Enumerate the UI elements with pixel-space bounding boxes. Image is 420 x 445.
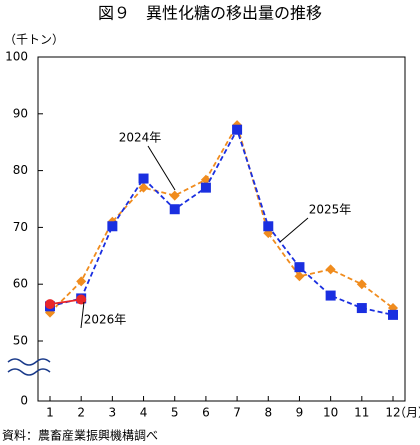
- series-label: 2024年: [119, 131, 162, 145]
- x-tick-label: 6: [202, 406, 210, 420]
- marker: [138, 182, 149, 193]
- series-line: [49, 122, 394, 314]
- marker: [200, 182, 211, 193]
- marker: [200, 174, 211, 185]
- chart-title: 図９ 異性化糖の移出量の推移: [98, 4, 322, 23]
- series-line: [49, 127, 394, 316]
- x-tick-label: 4: [140, 406, 148, 420]
- y-unit: （千トン）: [4, 33, 64, 47]
- marker: [76, 276, 87, 287]
- marker: [45, 299, 55, 310]
- x-tick-label: 12: [385, 406, 400, 420]
- x-tick-label: 8: [264, 406, 272, 420]
- x-tick-label: 3: [109, 406, 117, 420]
- y-tick-label: 60: [13, 277, 28, 291]
- leader-line: [279, 217, 309, 243]
- marker: [263, 221, 274, 232]
- marker: [294, 271, 305, 282]
- leader-line: [80, 301, 85, 329]
- x-tick-label: 11: [354, 406, 369, 420]
- y-tick-label: 50: [13, 334, 28, 348]
- y-tick-label: 100: [5, 50, 28, 64]
- x-tick-label: 10: [323, 406, 338, 420]
- series-label: 2026年: [84, 313, 127, 327]
- marker: [294, 262, 305, 273]
- series-line: [49, 298, 82, 305]
- x-tick-label: 1: [46, 406, 54, 420]
- marker: [325, 290, 336, 301]
- leader-line: [147, 145, 176, 191]
- marker: [169, 204, 180, 215]
- marker: [169, 190, 180, 201]
- x-tick-label: 7: [233, 406, 241, 420]
- x-unit: （月）: [394, 406, 420, 420]
- marker: [232, 124, 243, 135]
- marker: [356, 279, 367, 290]
- plot-frame: [37, 56, 406, 402]
- axis-break: [7, 368, 51, 376]
- axis-break: [7, 358, 51, 366]
- y-tick-label: 80: [13, 163, 28, 177]
- y-tick-label: 0: [20, 394, 28, 408]
- x-tick-label: 2: [77, 406, 85, 420]
- y-tick-label: 90: [13, 106, 28, 120]
- x-tick-label: 5: [171, 406, 179, 420]
- marker: [76, 294, 87, 305]
- marker: [325, 264, 336, 275]
- marker: [388, 309, 398, 320]
- marker: [356, 303, 367, 314]
- source: 資料：農畜産業振興機構調べ: [2, 428, 158, 443]
- series-label: 2025年: [309, 203, 352, 217]
- marker: [107, 221, 118, 232]
- marker: [138, 173, 149, 184]
- x-tick-label: 9: [296, 406, 304, 420]
- y-tick-label: 70: [13, 220, 28, 234]
